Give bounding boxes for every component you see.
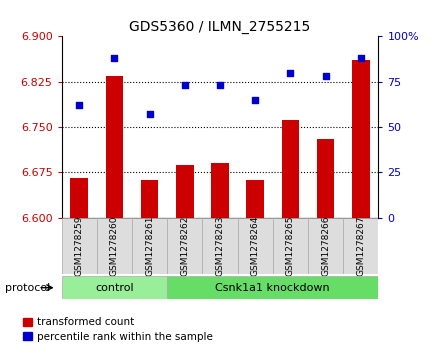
Bar <box>308 218 343 274</box>
Text: GSM1278261: GSM1278261 <box>145 216 154 276</box>
Bar <box>167 218 202 274</box>
Bar <box>273 218 308 274</box>
Text: GSM1278262: GSM1278262 <box>180 216 189 276</box>
Text: GSM1278266: GSM1278266 <box>321 216 330 276</box>
Title: GDS5360 / ILMN_2755215: GDS5360 / ILMN_2755215 <box>129 20 311 34</box>
Point <box>216 82 224 88</box>
Text: GSM1278264: GSM1278264 <box>251 216 260 276</box>
Bar <box>62 218 97 274</box>
Bar <box>176 164 194 218</box>
Point <box>181 82 188 88</box>
Bar <box>282 120 299 218</box>
Bar <box>132 218 167 274</box>
Text: protocol: protocol <box>5 283 50 293</box>
Bar <box>238 218 273 274</box>
Point <box>146 111 153 117</box>
Bar <box>246 180 264 218</box>
Bar <box>106 76 123 218</box>
Text: GSM1278265: GSM1278265 <box>286 216 295 276</box>
Legend: transformed count, percentile rank within the sample: transformed count, percentile rank withi… <box>23 317 213 342</box>
Bar <box>317 139 334 218</box>
Bar <box>202 218 238 274</box>
Bar <box>352 61 370 218</box>
Point <box>322 73 329 79</box>
Bar <box>97 218 132 274</box>
Text: GSM1278263: GSM1278263 <box>216 216 224 276</box>
Point <box>287 70 294 76</box>
Text: control: control <box>95 283 134 293</box>
Point <box>111 55 118 61</box>
Text: GSM1278267: GSM1278267 <box>356 216 365 276</box>
Point <box>252 97 259 103</box>
Bar <box>70 179 88 218</box>
Bar <box>141 180 158 218</box>
Point <box>76 102 83 108</box>
Text: GSM1278259: GSM1278259 <box>75 216 84 276</box>
Point <box>357 55 364 61</box>
Text: Csnk1a1 knockdown: Csnk1a1 knockdown <box>216 283 330 293</box>
Bar <box>211 163 229 218</box>
Bar <box>62 276 167 299</box>
Bar <box>343 218 378 274</box>
Text: GSM1278260: GSM1278260 <box>110 216 119 276</box>
Bar <box>167 276 378 299</box>
